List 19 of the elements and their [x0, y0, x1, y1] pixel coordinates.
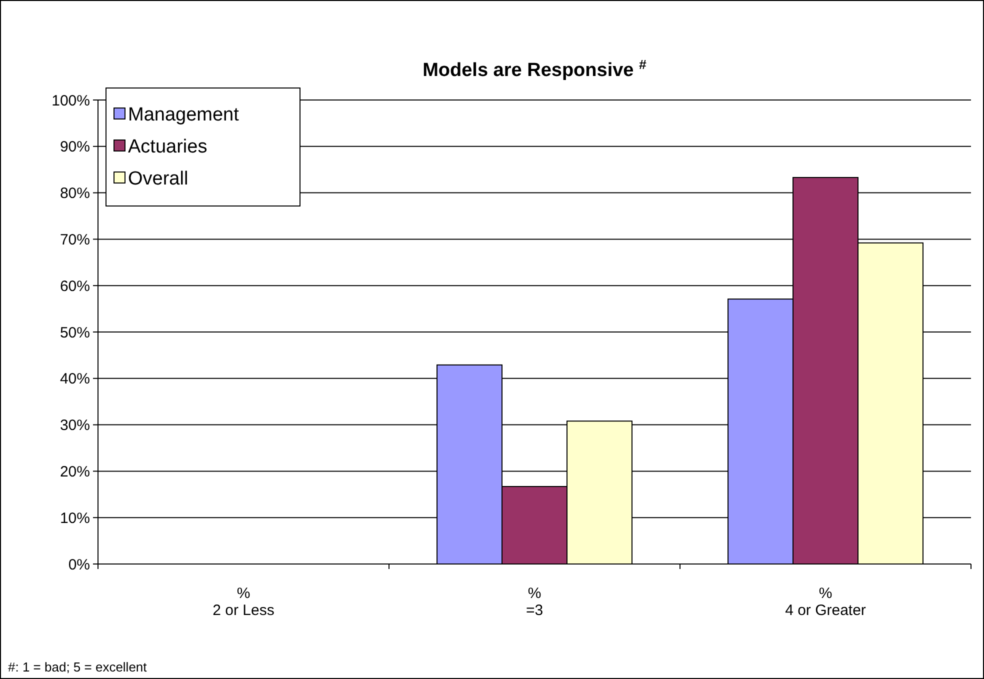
- y-tick-label: 80%: [60, 185, 90, 202]
- y-tick-label: 90%: [60, 138, 90, 156]
- chart-title: Models are Responsive $^{#}$: [422, 56, 648, 81]
- legend-label: Overall: [128, 168, 188, 190]
- text: #: 1 = bad; 5 = excellent: [8, 660, 148, 675]
- y-tick-label: 60%: [60, 278, 90, 295]
- y-tick-label: 70%: [60, 231, 90, 248]
- x-tick-label: % 2 or Less: [212, 585, 274, 619]
- y-tick-label: 100%: [52, 92, 90, 110]
- y-tick-label: 20%: [60, 463, 90, 480]
- y-tick-label: 40%: [60, 370, 90, 388]
- legend-label: Management: [128, 104, 240, 126]
- y-tick-label: 10%: [60, 510, 90, 527]
- x-tick-label: % =3: [526, 585, 544, 619]
- y-tick-label: 0%: [68, 556, 90, 574]
- y-tick-label: 30%: [60, 417, 90, 434]
- legend-label: Actuaries: [128, 136, 208, 158]
- x-tick-label: % 4 or Greater: [785, 585, 866, 619]
- y-tick-label: 50%: [60, 324, 90, 342]
